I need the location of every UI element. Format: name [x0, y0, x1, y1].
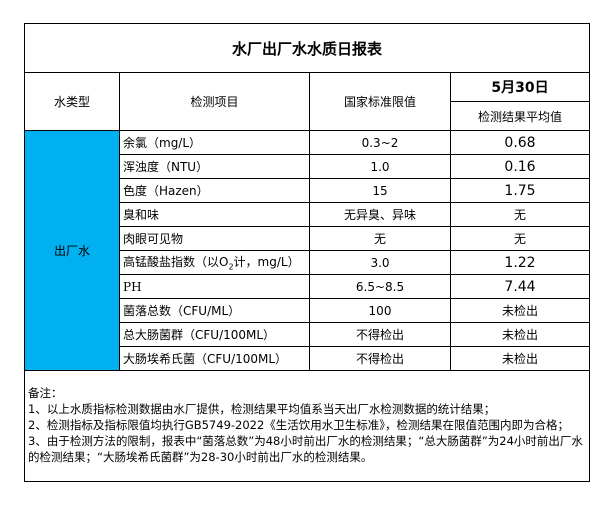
table-row: 色度（Hazen） 15 1.75: [25, 178, 591, 203]
note-line: 1、以上水质指标检测数据由水厂提供，检测结果平均值系当天出厂水检测数据的统计结果…: [28, 402, 496, 416]
notes-cell: 备注： 1、以上水质指标检测数据由水厂提供，检测结果平均值系当天出厂水检测数据的…: [23, 370, 591, 482]
item-cell: 大肠埃希氏菌（CFU/100ML）: [119, 346, 310, 371]
header-item: 检测项目: [119, 72, 310, 131]
table-row: 大肠埃希氏菌（CFU/100ML） 不得检出 未检出: [25, 346, 591, 371]
limit-cell: 3.0: [309, 250, 451, 275]
note-line: 2、检测指标及指标限值均执行GB5749-2022《生活饮用水卫生标准》，检测结…: [28, 418, 570, 432]
limit-cell: 6.5~8.5: [309, 274, 451, 299]
table-row: 浑浊度（NTU） 1.0 0.16: [25, 154, 591, 179]
table-row: 出厂水 余氯（mg/L） 0.3~2 0.68: [24, 130, 591, 371]
item-cell: PH: [119, 274, 310, 299]
water-quality-report-table: 水厂出厂水水质日报表 水类型 检测项目 国家标准限值 5月30日 检测结果平均值…: [23, 23, 591, 482]
header-water-type: 水类型: [24, 72, 120, 131]
limit-cell: 无异臭、异味: [309, 202, 451, 227]
limit-cell: 不得检出: [309, 322, 451, 347]
item-cell: 臭和味: [119, 202, 310, 227]
limit-cell: 不得检出: [309, 346, 451, 371]
table-row: 臭和味 无异臭、异味无: [25, 202, 591, 227]
notes-heading: 备注：: [28, 386, 63, 400]
note-line: 3、由于检测方法的限制，报表中“菌落总数”为48小时前出厂水的检测结果；“总大肠…: [28, 434, 583, 464]
limit-cell: 15: [309, 178, 451, 203]
table-row: 高锰酸盐指数（以O2计，mg/L） 3.0 1.22: [25, 250, 591, 275]
header-result: 检测结果平均值: [449, 101, 591, 131]
report-title: 水厂出厂水水质日报表: [23, 23, 591, 73]
result-cell: 未检出: [449, 322, 591, 347]
item-subscript: 2: [228, 262, 234, 272]
item-cell: 肉眼可见物: [119, 226, 310, 251]
item-text: 高锰酸盐指数（以O: [123, 255, 229, 270]
item-text: 计，mg/L）: [233, 255, 300, 270]
limit-cell: 0.3~2: [309, 130, 451, 155]
limit-cell: 无: [309, 226, 451, 251]
result-cell: 未检出: [449, 298, 591, 323]
limit-cell: 1.0: [309, 154, 451, 179]
result-cell: 无: [449, 226, 591, 251]
result-cell: 1.75: [449, 178, 591, 203]
item-cell: 余氯（mg/L）: [119, 130, 310, 155]
item-cell: 色度（Hazen）: [119, 178, 310, 203]
result-cell: 0.16: [449, 154, 591, 179]
item-cell: 浑浊度（NTU）: [119, 154, 310, 179]
result-cell: 未检出: [449, 346, 591, 371]
result-cell: 0.68: [449, 130, 591, 155]
limit-cell: 100: [309, 298, 451, 323]
table-row: PH 6.5~8.5 7.44: [25, 274, 591, 299]
header-date: 5月30日: [449, 72, 591, 102]
result-cell: 1.22: [449, 250, 591, 275]
water-type-cell: 出厂水: [24, 130, 120, 371]
table-row: 菌落总数（CFU/ML） 100 未检出: [25, 298, 591, 323]
item-cell: 总大肠菌群（CFU/100ML）: [119, 322, 310, 347]
header-limit: 国家标准限值: [309, 72, 451, 131]
result-cell: 无: [449, 202, 591, 227]
result-cell: 7.44: [449, 274, 591, 299]
table-row: 肉眼可见物无无: [25, 226, 591, 251]
item-cell: 菌落总数（CFU/ML）: [119, 298, 310, 323]
item-cell: 高锰酸盐指数（以O2计，mg/L）: [119, 250, 310, 275]
